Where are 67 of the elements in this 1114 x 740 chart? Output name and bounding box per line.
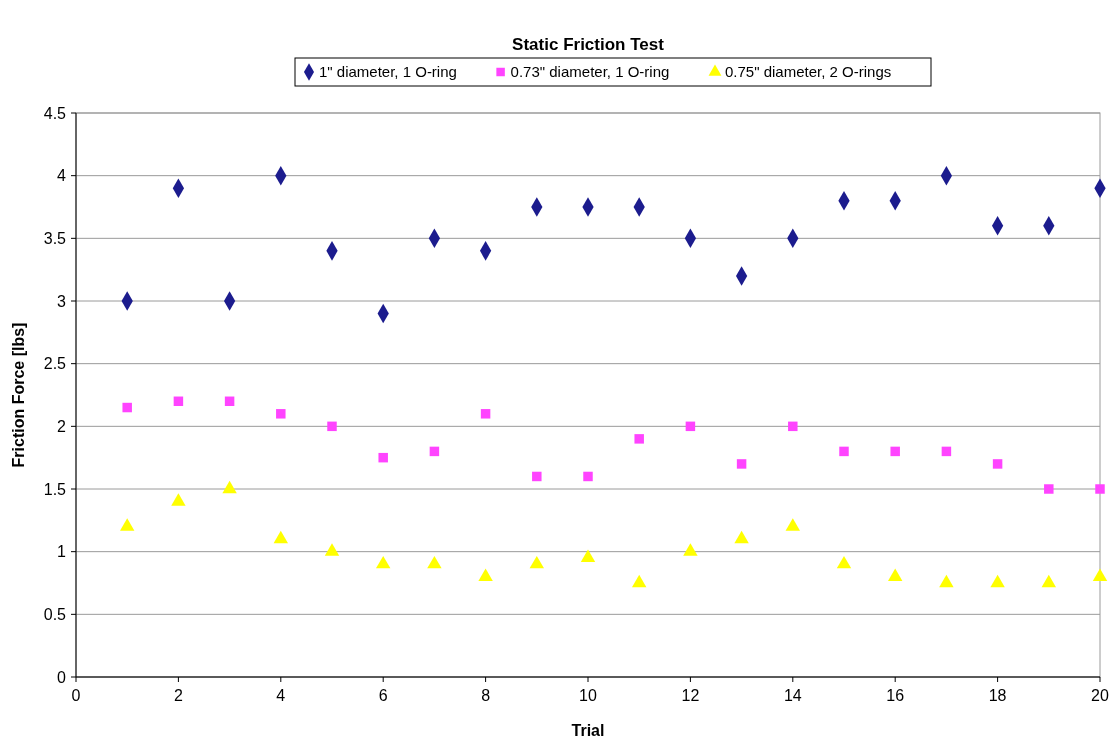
point (685, 421, 696, 432)
x-tick-label: 2 (173, 687, 183, 704)
x-tick-label: 6 (378, 687, 388, 704)
point (171, 493, 186, 506)
x-tick-label: 14 (783, 687, 802, 704)
point (683, 543, 698, 556)
point (1092, 568, 1108, 581)
x-tick-label: 18 (988, 687, 1007, 704)
point (529, 555, 545, 569)
point (992, 459, 1003, 469)
chart-title: Static Friction Test (512, 35, 665, 54)
point (583, 471, 593, 482)
point (788, 421, 798, 432)
legend-label: 1" diameter, 1 O-ring (319, 63, 457, 81)
x-tick-label: 12 (681, 687, 700, 704)
y-tick-label: 3.5 (43, 229, 67, 247)
y-tick-label: 4.5 (43, 104, 67, 122)
y-tick-label: 2.5 (43, 355, 67, 373)
point (324, 543, 340, 556)
y-tick-label: 0.5 (43, 605, 67, 623)
x-tick-label: 16 (886, 687, 905, 704)
point (273, 530, 289, 544)
point (990, 574, 1005, 588)
point (890, 446, 900, 457)
y-tick-label: 0 (57, 668, 67, 686)
x-tick-label: 10 (579, 687, 597, 704)
x-tick-label: 4 (276, 687, 286, 704)
point (1041, 574, 1057, 588)
x-tick-label: 8 (481, 687, 491, 704)
point (580, 549, 596, 563)
point (375, 555, 391, 569)
y-tick-label: 1.5 (43, 480, 67, 498)
point (736, 459, 747, 469)
point (532, 471, 542, 482)
point (941, 446, 952, 457)
point (327, 421, 337, 432)
point (480, 409, 491, 419)
point (1044, 484, 1054, 494)
point (429, 446, 440, 457)
x-tick-label: 20 (1091, 687, 1109, 704)
legend-label: 0.73" diameter, 1 O-ring (510, 63, 670, 81)
point (478, 568, 493, 581)
point (634, 434, 644, 444)
point (734, 530, 749, 544)
point (224, 396, 235, 407)
point (378, 452, 388, 463)
y-tick-label: 3 (57, 292, 67, 310)
point (887, 568, 903, 581)
point (785, 518, 801, 531)
legend-label: 0.75" diameter, 2 O-rings (725, 63, 892, 81)
y-tick-label: 2 (57, 417, 67, 435)
x-tick-label: 0 (71, 687, 81, 704)
point (631, 574, 647, 588)
point (839, 446, 849, 457)
point (836, 555, 852, 569)
x-axis-title: Trial (571, 722, 605, 739)
y-tick-label: 1 (57, 543, 67, 561)
y-tick-label: 4 (57, 167, 67, 185)
point (222, 480, 237, 494)
point (276, 409, 286, 419)
point (173, 396, 184, 407)
point (939, 574, 954, 588)
point (122, 402, 132, 413)
point (1095, 484, 1105, 494)
point (119, 518, 135, 531)
point (427, 555, 442, 569)
y-axis-title: Friction Force [lbs] (10, 322, 27, 468)
